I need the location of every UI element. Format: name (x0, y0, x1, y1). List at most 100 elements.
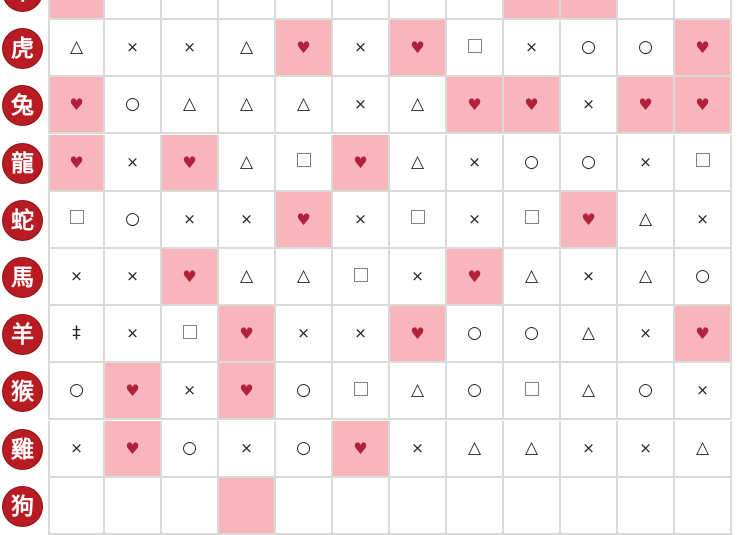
table-cell: ♥ (48, 0, 105, 20)
table-row: 馬 × × ♥ △ △ × ♥ △ × △ ○ (0, 249, 750, 306)
table-cell: × (276, 306, 333, 364)
table-row: 虎 △ × × △ ♥ × ♥ × ○ ○ ♥ (0, 20, 750, 78)
table-cell (48, 477, 105, 535)
table-cell (675, 477, 732, 535)
cross-icon: × (354, 95, 367, 114)
table-cell (333, 477, 390, 535)
heart-icon: ♥ (69, 95, 84, 115)
table-cell: ○ (561, 20, 618, 78)
table-cell: △ (504, 420, 561, 478)
table-cell: × (561, 420, 618, 478)
table-cell (48, 191, 105, 249)
table-cell: ♥ (219, 363, 276, 421)
table-cell: × (504, 20, 561, 78)
table-row: 牛♥×○×○××♥♥‡ (0, 0, 750, 20)
cross-icon: × (354, 38, 367, 57)
table-cell: × (390, 249, 447, 306)
table-cell: △ (504, 249, 561, 306)
cross-icon: × (126, 38, 139, 57)
table-cell (333, 249, 390, 306)
table-cell: × (390, 420, 447, 478)
table-cell: △ (390, 77, 447, 135)
cross-icon: × (126, 152, 139, 171)
table-cell: ♥ (675, 306, 732, 364)
square-icon (182, 324, 197, 339)
table-cell: ♥ (162, 134, 219, 192)
zodiac-label: 羊 (3, 315, 42, 355)
heart-icon: ♥ (353, 152, 368, 172)
triangle-icon: △ (638, 208, 653, 229)
table-cell: △ (618, 249, 675, 306)
table-cell: × (105, 306, 162, 364)
table-cell: ○ (561, 134, 618, 192)
triangle-icon: △ (410, 151, 425, 172)
table-cell: × (162, 191, 219, 249)
circle-icon: ○ (695, 266, 710, 286)
zodiac-label: 龍 (3, 143, 42, 183)
table-cell (504, 191, 561, 249)
table-cell: △ (162, 77, 219, 135)
table-cell: ♥ (48, 77, 105, 135)
table-cell: ♥ (447, 249, 504, 306)
heart-icon: ♥ (353, 438, 368, 458)
table-cell: ○ (219, 0, 276, 20)
triangle-icon: △ (581, 380, 596, 401)
table-cell: ○ (618, 20, 675, 78)
table-cell: ♥ (504, 77, 561, 135)
triangle-icon: △ (239, 37, 254, 58)
triangle-icon: △ (182, 94, 197, 115)
cross-icon: × (525, 38, 538, 57)
cross-icon: × (240, 438, 253, 457)
heart-icon: ♥ (125, 438, 140, 458)
circle-icon: ○ (467, 380, 482, 401)
table-cell: ♥ (561, 191, 618, 249)
table-cell: ○ (162, 420, 219, 478)
table-cell: ♥ (162, 249, 219, 306)
circle-icon: ○ (467, 323, 482, 344)
zodiac-label: 狗 (3, 486, 42, 526)
cross-icon: × (696, 209, 709, 228)
circle-icon: ○ (296, 380, 311, 401)
cross-icon: × (639, 152, 652, 171)
triangle-icon: △ (296, 266, 311, 286)
table-cell: ♥ (675, 77, 732, 135)
table-cell: × (561, 249, 618, 306)
cross-icon: × (639, 438, 652, 457)
triangle-icon: △ (638, 266, 653, 286)
cross-icon: × (696, 381, 709, 400)
table-cell: × (333, 306, 390, 364)
table-cell: ♥ (48, 134, 105, 192)
double-dagger-icon: ‡ (72, 323, 81, 344)
cross-icon: × (582, 95, 595, 114)
table-cell (447, 477, 504, 535)
heart-icon: ♥ (695, 324, 710, 344)
table-cell: △ (447, 420, 504, 478)
table-cell (618, 0, 675, 20)
triangle-icon: △ (695, 437, 710, 458)
cross-icon: × (70, 267, 83, 285)
heart-icon: ♥ (239, 324, 254, 344)
heart-icon: ♥ (695, 95, 710, 115)
zodiac-label: 牛 (3, 0, 42, 11)
cross-icon: × (183, 381, 196, 400)
table-cell: ○ (105, 191, 162, 249)
table-cell: ○ (504, 306, 561, 364)
table-cell: △ (390, 134, 447, 192)
triangle-icon: △ (524, 266, 539, 286)
table-cell: ○ (618, 363, 675, 421)
table-cell (618, 477, 675, 535)
square-icon (69, 210, 84, 225)
table-cell: ♥ (390, 306, 447, 364)
table-cell (333, 363, 390, 421)
square-icon (524, 381, 539, 396)
heart-icon: ♥ (467, 95, 482, 115)
table-cell: ♥ (276, 191, 333, 249)
cross-icon: × (354, 324, 367, 343)
cross-icon: × (126, 267, 139, 285)
cross-icon: × (354, 209, 367, 228)
triangle-icon: △ (581, 323, 596, 344)
square-icon (467, 38, 482, 53)
heart-icon: ♥ (410, 38, 425, 58)
zodiac-label: 虎 (3, 29, 42, 69)
circle-icon: ○ (638, 380, 653, 401)
